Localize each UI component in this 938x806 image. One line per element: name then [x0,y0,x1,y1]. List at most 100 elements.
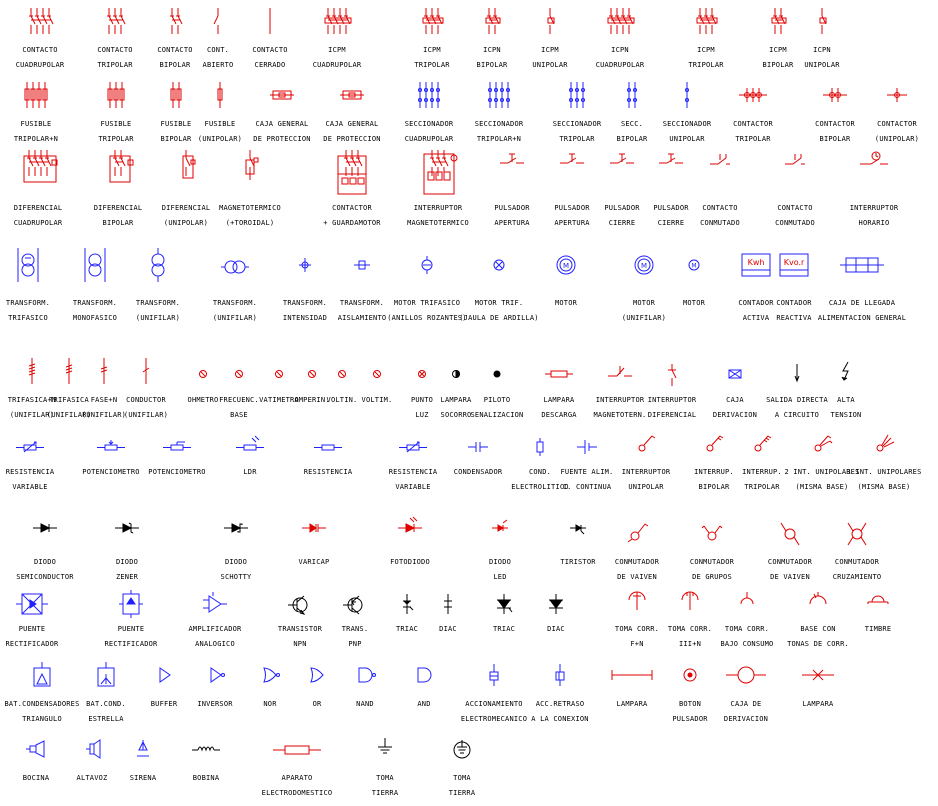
symbol-label: CONTACTO [252,46,288,54]
symbol-item: ACCIONAMIENTO ELECTROMECANICO [454,662,534,732]
delay-drive-icon [555,664,565,686]
symbol-item: SECCIONADOR TRIPOLAR [537,82,617,152]
symbol-label: PULSADOR [653,204,689,212]
symbol-item: CONDUCTOR (UNIFILAR) [106,358,186,428]
symbol-sublabel: ELECTROMECANICO [460,715,528,723]
symbol-label: RESISTENCIA [388,468,438,476]
symbol-label: INVERSOR [197,700,233,708]
symbol-sublabel: APERTURA [494,219,530,227]
symbol-sublabel: RECTIFICADOR [104,640,158,648]
symbol-sublabel: DE GRUPOS [692,573,732,581]
symbol-item: CONDENSADOR [438,430,518,500]
symbol-label: TOMA [453,774,471,782]
symbol-sublabel: UNIPOLAR [804,61,840,69]
symbol-label: FUSIBLE [100,120,132,128]
magnetothermal-switch-icon [423,150,458,195]
symbol-sublabel: REACTIVA [776,314,812,322]
symbol-label: FRECUENC. [219,396,259,404]
symbol-sublabel: TENSION [830,411,862,419]
symbol-item: ICPM UNIPOLAR [510,8,590,78]
symbol-item: DIAC [408,590,488,660]
two-way-switch-b-icon [780,522,800,546]
symbol-label: TRIAC [395,625,419,633]
symbol-sublabel: TRIPOLAR+N [13,135,59,143]
symbol-sublabel: C. CONTINUA [562,483,612,491]
differential-4pole-icon [23,150,58,183]
symbol-sublabel: UNIPOLAR [669,135,705,143]
symbol-item: CAJA DE DERIVACION [706,662,786,732]
symbol-item: TRANS. PNP [315,590,395,660]
symbol-label: CONMUTADOR [614,558,660,566]
symbol-label: PUENTE [18,625,46,633]
symbol-item: NOR [230,662,310,732]
symbol-item: CONTACTOR + GUARDAMOTOR [312,150,392,227]
symbol-label: BASE CON [800,625,836,633]
contactor-2pole-icon [823,88,847,102]
symbol-label: PILOTO [483,396,511,404]
symbol-label: TRANSFORM. [5,299,51,307]
current-transformer-icon [299,258,311,272]
symbol-item: FUSIBLE BIPOLAR [136,82,216,152]
symbol-item: TOMA CORR. BAJO CONSUMO [707,590,787,660]
symbol-item: INTERRUPTOR HORARIO [834,150,914,227]
symbol-sublabel: SEMICONDUCTOR [16,573,74,581]
symbol-item: SIRENA [103,736,183,806]
symbol-label: OHMETRO [187,396,219,404]
symbol-item: Kvo.r CONTADOR REACTIVA [754,252,834,322]
symbol-label: PULSADOR [494,204,530,212]
symbol-label: CONTADOR [738,299,774,307]
symbol-label: CONTACTOR [815,120,855,128]
symbol-label: VARICAP [298,558,330,566]
symbol-label: ALTAVOZ [76,774,108,782]
symbol-sublabel: (JAULA DE ARDILLA) [459,314,539,322]
symbol-sublabel: CUADRUPOLAR [13,219,63,227]
symbol-sublabel: RECTIFICADOR [5,640,59,648]
symbol-label: INTERRUPTOR [849,204,899,212]
motor-icon: M [556,255,576,275]
symbol-sublabel: (MISMA BASE) [857,483,911,491]
symbol-label: LAMPARA [616,700,648,708]
socket-base-icon [809,592,827,605]
symbol-label: LAMPARA [543,396,575,404]
symbol-item: ICPN CUADRUPOLAR [580,8,660,78]
potentiometer-icon [97,440,125,451]
symbol-item: CAJA DERIVACION [695,358,775,428]
or-gate-icon [310,667,324,683]
disconnector-1pole-icon [685,82,689,108]
electrolytic-capacitor-icon [536,438,544,456]
symbol-item: TRIFASICA (UNIFILAR) [29,358,109,428]
symbol-label: DIODO [488,558,512,566]
symbol-item: VARICAP [274,520,354,590]
symbol-item: BASE CON TONAS DE CORR. [778,590,858,660]
symbol-label: SIRENA [129,774,157,782]
fuse-2pole-icon [170,82,182,108]
svg-text:Kwh: Kwh [748,258,765,267]
symbol-item: LAMPARA DESCARGA [519,358,599,428]
symbol-label: FUENTE ALIM. [560,468,614,476]
icpm-4pole-icon [324,8,352,34]
frequency-meter-icon [235,370,243,378]
pushbutton-open-b-icon [560,153,584,164]
symbol-item: LAMPARA [592,662,672,732]
symbol-sublabel: MAGNETOTERMICO [407,219,469,227]
motor-squirrel-icon [493,259,505,271]
symbol-item: AND [384,662,464,732]
symbol-sublabel: A CIRCUITO [774,411,820,419]
symbol-sublabel: PNP [348,640,362,648]
symbol-sublabel: BAJO CONSUMO [720,640,774,648]
symbol-label: ICPM [697,46,715,54]
symbol-item: FOTODIODO [370,516,450,590]
symbol-item: NAND [325,662,405,732]
bridge-rectifier-b-icon [119,590,143,618]
capacitor-bank-star-icon [97,662,115,687]
fuse-3pole-n-icon [24,82,48,108]
symbol-item: DIFERENCIAL CUADRUPOLAR [0,150,78,227]
symbol-label: MOTOR [554,299,578,307]
symbol-label: POTENCIOMETRO [82,468,140,476]
icpm-2pole-icon [771,8,787,34]
symbol-sublabel: CUADRUPOLAR [312,61,362,69]
symbol-item: M MOTOR [526,252,606,322]
symbol-label: TIRISTOR [560,558,596,566]
symbol-sublabel: BIPOLAR [616,135,648,143]
symbol-sublabel: F+N [630,640,644,648]
